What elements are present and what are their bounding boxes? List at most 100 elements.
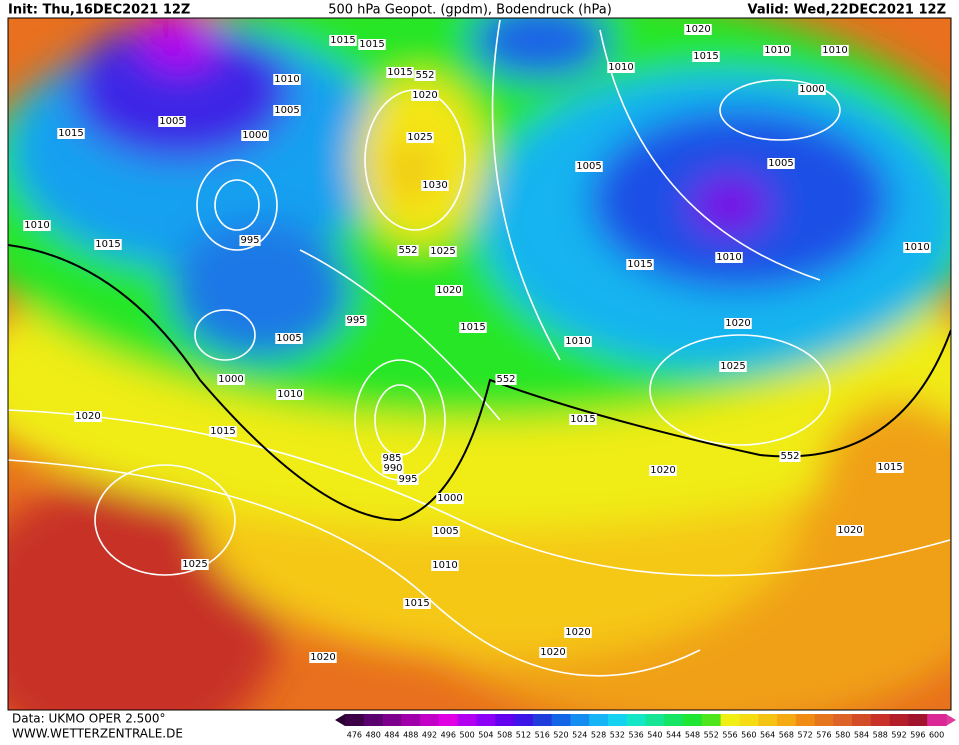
colorbar-swatch <box>514 714 534 726</box>
isobar-label-bg <box>798 84 826 95</box>
colorbar-swatch <box>927 714 947 726</box>
colorbar-label: 572 <box>798 731 813 740</box>
isobar-label-bg <box>763 45 791 56</box>
isobar-label: 1010 <box>608 62 633 73</box>
colorbar-label: 536 <box>628 731 643 740</box>
isobar-label: 1015 <box>877 462 902 473</box>
colorbar-label: 556 <box>722 731 737 740</box>
colorbar-swatch <box>382 714 402 726</box>
isobar-label: 1000 <box>437 493 462 504</box>
isobar-label-bg <box>692 51 720 62</box>
isobar-label: 1020 <box>685 24 710 35</box>
isobar-label-bg <box>435 285 463 296</box>
colorbar-label: 544 <box>666 731 681 740</box>
552-contour <box>8 244 951 522</box>
isobar-label-bg <box>406 132 434 143</box>
isobar-label: 1010 <box>24 220 49 231</box>
colorbar-label: 488 <box>403 731 418 740</box>
colorbar-swatch <box>607 714 628 726</box>
colorbar-label: 548 <box>685 731 700 740</box>
isobar-label-bg <box>345 315 367 326</box>
isobar-label: 1010 <box>565 336 590 347</box>
isobar-label: 1020 <box>565 627 590 638</box>
colorbar-label: 504 <box>478 731 493 740</box>
colorbar-swatch <box>345 714 365 726</box>
isobar-label: 1005 <box>276 333 301 344</box>
isobar-label: 1030 <box>422 180 447 191</box>
colorbar-label: 564 <box>760 731 775 740</box>
map-frame <box>7 17 952 711</box>
colorbar-label: 500 <box>459 731 474 740</box>
colorbar-swatch <box>476 714 496 726</box>
data-source: Data: UKMO OPER 2.500° <box>12 712 166 726</box>
isobar-label: 1015 <box>627 259 652 270</box>
colorbar-label: 540 <box>647 731 662 740</box>
colorbar-label: 580 <box>835 731 850 740</box>
isobar-label-bg <box>436 493 464 504</box>
isobar-label-bg <box>724 318 752 329</box>
isobar-label: 1015 <box>359 39 384 50</box>
isobar-label-bg <box>569 414 597 425</box>
isobar-label: 552 <box>398 245 417 256</box>
isobar-label-bg <box>273 105 301 116</box>
isobar-label: 1010 <box>277 389 302 400</box>
isobar-label: 1015 <box>387 67 412 78</box>
isobar-label: 995 <box>398 474 417 485</box>
isobar-label: 1005 <box>576 161 601 172</box>
colorbar-swatch <box>889 714 909 726</box>
map-title: 500 hPa Geopot. (gpdm), Bodendruck (hPa) <box>328 3 612 18</box>
colorbar-swatch <box>720 714 740 726</box>
colorbar-swatch <box>852 714 872 726</box>
colorbar-label: 584 <box>854 731 869 740</box>
isobar-label-bg <box>239 235 261 246</box>
colorbar-label: 516 <box>535 731 550 740</box>
isobar-label: 1020 <box>837 525 862 536</box>
colorbar-label: 520 <box>553 731 568 740</box>
colorbar-swatch <box>870 714 891 726</box>
colorbar-label: 592 <box>891 731 906 740</box>
colorbar-swatch <box>814 714 834 726</box>
isobar-label: 1020 <box>725 318 750 329</box>
isobar-label-bg <box>158 116 186 127</box>
isobar-label-bg <box>209 426 237 437</box>
isobar-label: 1020 <box>650 465 675 476</box>
valid-time: Valid: Wed,22DEC2021 12Z <box>747 3 946 18</box>
colorbar-label: 492 <box>422 731 437 740</box>
colorbar-label: 588 <box>873 731 888 740</box>
isobar-label-bg <box>358 39 386 50</box>
isobar-label: 1015 <box>95 239 120 250</box>
isobar-label: 1005 <box>274 105 299 116</box>
isobar-label-bg <box>414 70 436 81</box>
isobar-label-bg <box>217 374 245 385</box>
colorbar-swatch <box>589 714 609 726</box>
isobar-label: 1025 <box>720 361 745 372</box>
colorbar-label: 480 <box>366 731 381 740</box>
isobar-label: 552 <box>496 374 515 385</box>
isobar-label-bg <box>564 336 592 347</box>
isobar-label: 995 <box>346 315 365 326</box>
isobar-label-bg <box>181 559 209 570</box>
isobar-label-bg <box>626 259 654 270</box>
isobar-label-bg <box>903 242 931 253</box>
isobar-label: 995 <box>240 235 259 246</box>
colorbar-label: 484 <box>384 731 399 740</box>
isobar-label: 1020 <box>436 285 461 296</box>
isobar-label-bg <box>719 361 747 372</box>
isobar-label-bg <box>684 24 712 35</box>
colorbar-swatch <box>401 714 421 726</box>
colorbar-label: 596 <box>910 731 925 740</box>
colorbar-swatch <box>683 714 703 726</box>
colorbar-low-arrow <box>335 714 345 726</box>
colorbar-label: 508 <box>497 731 512 740</box>
isobar-label: 1015 <box>58 128 83 139</box>
isobar-label: 1010 <box>432 560 457 571</box>
isobar-label-bg <box>74 411 102 422</box>
isobar-label-bg <box>429 246 457 257</box>
isobar-label-bg <box>381 453 403 464</box>
colorbar-swatch <box>776 714 797 726</box>
isobar-label-bg <box>836 525 864 536</box>
colorbar-swatch <box>701 714 722 726</box>
isobar-label-bg <box>397 474 419 485</box>
isobars <box>8 19 951 677</box>
isobar-label: 1015 <box>330 35 355 46</box>
